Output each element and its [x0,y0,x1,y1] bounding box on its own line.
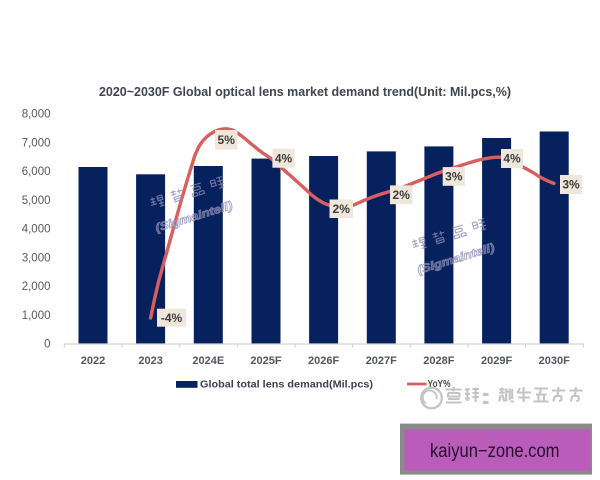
svg-text:2,000: 2,000 [22,281,51,293]
svg-text:2025F: 2025F [250,355,281,367]
svg-text:2027F: 2027F [366,355,397,367]
svg-text:2022: 2022 [81,355,105,367]
svg-text:2028F: 2028F [423,355,454,367]
svg-text:1,000: 1,000 [22,310,51,322]
svg-text:-4%: -4% [161,311,183,325]
svg-text:YoY%: YoY% [428,379,451,390]
svg-text:2023: 2023 [138,355,162,367]
svg-text:2020~2030F Global optical lens: 2020~2030F Global optical lens market de… [99,84,511,99]
svg-text:6,000: 6,000 [22,166,51,178]
svg-text:4%: 4% [503,152,521,166]
svg-text:3%: 3% [445,170,463,184]
svg-text:2%: 2% [393,188,411,202]
svg-text:0: 0 [44,339,50,351]
svg-text:kaiyun−zone.com: kaiyun−zone.com [430,441,560,462]
svg-text:3,000: 3,000 [22,252,51,264]
svg-text:5,000: 5,000 [22,195,51,207]
svg-text:Global total lens demand(Mil.p: Global total lens demand(Mil.pcs) [200,380,373,391]
svg-text:4%: 4% [275,151,293,165]
svg-text:2030F: 2030F [539,355,570,367]
svg-text:2026F: 2026F [308,355,339,367]
svg-text:2%: 2% [333,202,351,216]
svg-text:7,000: 7,000 [22,137,51,149]
svg-text:8,000: 8,000 [22,109,51,121]
svg-text:3%: 3% [562,178,580,192]
svg-text:4,000: 4,000 [22,224,51,236]
svg-text:2024E: 2024E [192,355,224,367]
svg-text:5%: 5% [218,133,236,147]
svg-text:2029F: 2029F [481,355,512,367]
